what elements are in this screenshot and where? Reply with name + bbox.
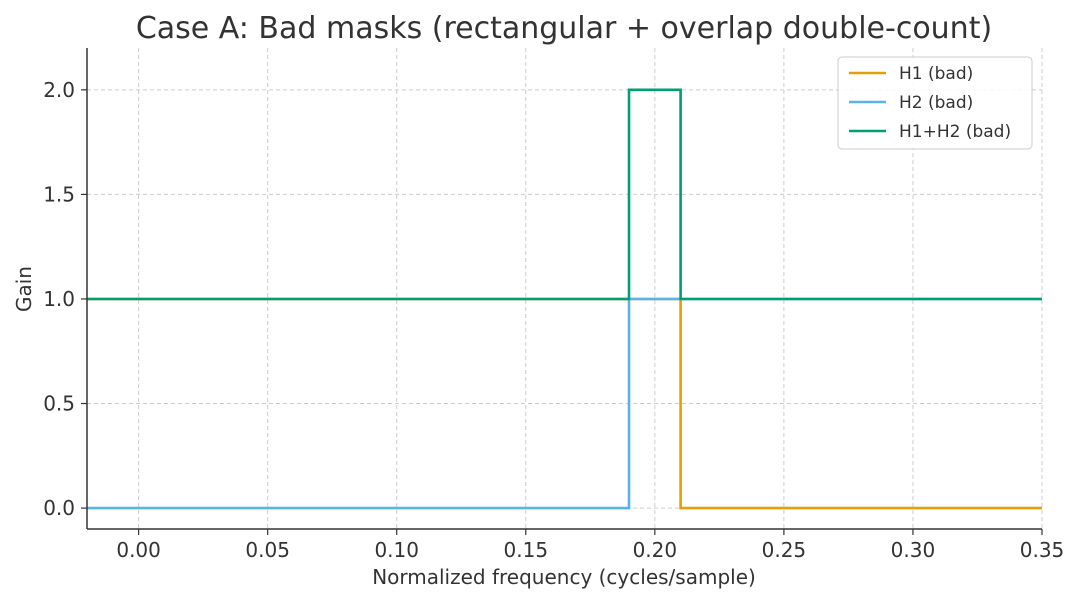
ticks: 0.00 0.05 0.10 0.15 0.20 0.25 0.30 0.35 0.0 0.5 1.… — [43, 78, 1064, 562]
y-tick-label: 1.5 — [43, 182, 75, 206]
x-axis-label: Normalized frequency (cycles/sample) — [372, 565, 756, 589]
series-line-3 — [87, 88, 1042, 301]
y-tick-label: 2.0 — [43, 78, 75, 102]
y-axis-label: Gain — [12, 266, 36, 312]
legend-label: H1+H2 (bad) — [899, 122, 1011, 142]
series-layer — [87, 88, 1042, 510]
x-tick-label: 0.35 — [1020, 538, 1065, 562]
legend-box — [837, 56, 1033, 150]
y-tick-label: 0.5 — [43, 392, 75, 416]
y-tick-label: 0.0 — [43, 496, 75, 520]
axes — [86, 48, 1042, 530]
x-tick-label: 0.30 — [891, 538, 936, 562]
y-tick-label: 1.0 — [43, 287, 75, 311]
x-tick-label: 0.10 — [374, 538, 419, 562]
x-tick-label: 0.05 — [245, 538, 290, 562]
legend-label: H2 (bad) — [899, 93, 973, 113]
legend-label: H1 (bad) — [899, 64, 973, 84]
x-tick-label: 0.15 — [504, 538, 549, 562]
x-tick-label: 0.00 — [116, 538, 161, 562]
legend: H1 (bad) H2 (bad) H1+H2 (bad) — [837, 56, 1033, 150]
x-tick-label: 0.25 — [762, 538, 807, 562]
chart-title: Case A: Bad masks (rectangular + overlap… — [136, 11, 992, 46]
x-tick-label: 0.20 — [633, 538, 678, 562]
